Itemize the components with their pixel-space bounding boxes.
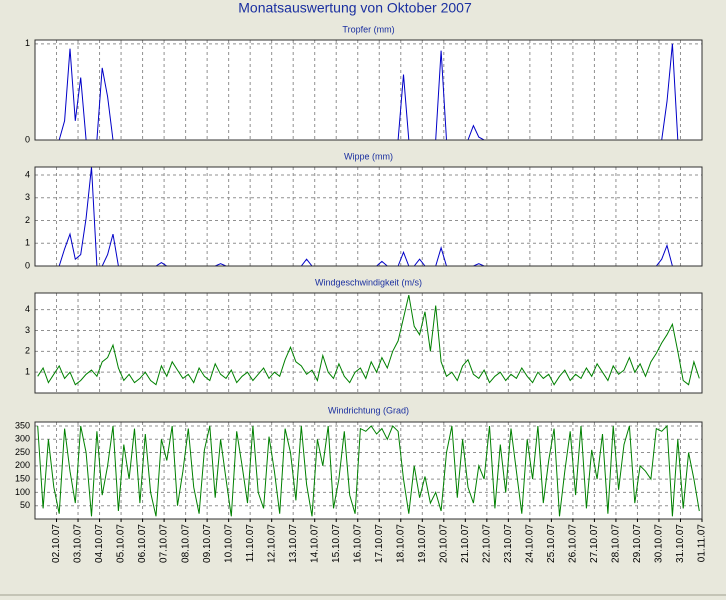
x-tick-label: 26.10.07: [568, 524, 579, 563]
y-tick-label: 2: [25, 346, 30, 356]
data-line: [37, 294, 700, 386]
plot-area: [35, 40, 702, 140]
x-tick-label: 22.10.07: [481, 524, 492, 563]
y-tick-label: 150: [15, 474, 30, 484]
x-tick-label: 25.10.07: [546, 524, 557, 563]
x-tick-label: 14.10.07: [309, 524, 320, 563]
x-tick-label: 18.10.07: [395, 524, 406, 563]
x-tick-label: 13.10.07: [288, 524, 299, 563]
y-tick-label: 350: [15, 420, 30, 430]
x-tick-label: 04.10.07: [94, 524, 105, 563]
plot-frame: [34, 421, 703, 520]
x-tick-label: 08.10.07: [180, 524, 191, 563]
y-tick-label: 2: [25, 215, 30, 225]
x-tick-label: 05.10.07: [116, 524, 127, 563]
y-tick-label: 0: [25, 134, 30, 144]
x-tick-label: 17.10.07: [374, 524, 385, 563]
x-tick-label: 21.10.07: [460, 524, 471, 563]
x-tick-label: 16.10.07: [352, 524, 363, 563]
x-tick-label: 07.10.07: [159, 524, 170, 563]
x-tick-label: 03.10.07: [73, 524, 84, 563]
y-tick-label: 3: [25, 192, 30, 202]
y-tick-label: 0: [25, 260, 30, 270]
x-tick-label: 24.10.07: [525, 524, 536, 563]
x-tick-label: 01.11.07: [697, 524, 708, 563]
x-tick-label: 06.10.07: [137, 524, 148, 563]
y-tick-label: 1: [25, 367, 30, 377]
x-tick-label: 27.10.07: [589, 524, 600, 563]
y-tick-label: 50: [20, 500, 30, 510]
x-tick-label: 10.10.07: [223, 524, 234, 563]
y-tick-label: 4: [25, 169, 30, 179]
x-tick-label: 28.10.07: [611, 524, 622, 563]
x-tick-label: 31.10.07: [675, 524, 686, 563]
y-tick-label: 300: [15, 434, 30, 444]
x-tick-label: 29.10.07: [632, 524, 643, 563]
y-tick-label: 200: [15, 460, 30, 470]
page-title: Monatsauswertung von Oktober 2007: [238, 0, 472, 16]
x-tick-label: 02.10.07: [51, 524, 62, 563]
y-tick-label: 100: [15, 487, 30, 497]
x-tick-label: 11.10.07: [245, 524, 256, 563]
panel-title: Tropfer (mm): [342, 24, 394, 34]
y-tick-label: 250: [15, 447, 30, 457]
x-tick-label: 19.10.07: [417, 524, 428, 563]
panel-title: Wippe (mm): [344, 151, 393, 161]
y-tick-label: 1: [25, 238, 30, 248]
plot-area: [35, 293, 702, 393]
plot-frame: [34, 292, 703, 394]
x-tick-label: 09.10.07: [202, 524, 213, 563]
data-line: [37, 424, 700, 517]
y-tick-label: 3: [25, 325, 30, 335]
x-tick-label: 30.10.07: [654, 524, 665, 563]
x-tick-label: 23.10.07: [503, 524, 514, 563]
panel-title: Windgeschwindigkeit (m/s): [315, 277, 422, 287]
y-tick-label: 1: [25, 38, 30, 48]
plot-frame: [34, 166, 703, 267]
plot-frame: [34, 39, 703, 141]
x-tick-label: 20.10.07: [438, 524, 449, 563]
x-tick-label: 12.10.07: [266, 524, 277, 563]
x-tick-label: 15.10.07: [331, 524, 342, 563]
y-tick-label: 4: [25, 304, 30, 314]
plot-area: [35, 167, 702, 266]
panel-title: Windrichtung (Grad): [328, 405, 409, 415]
